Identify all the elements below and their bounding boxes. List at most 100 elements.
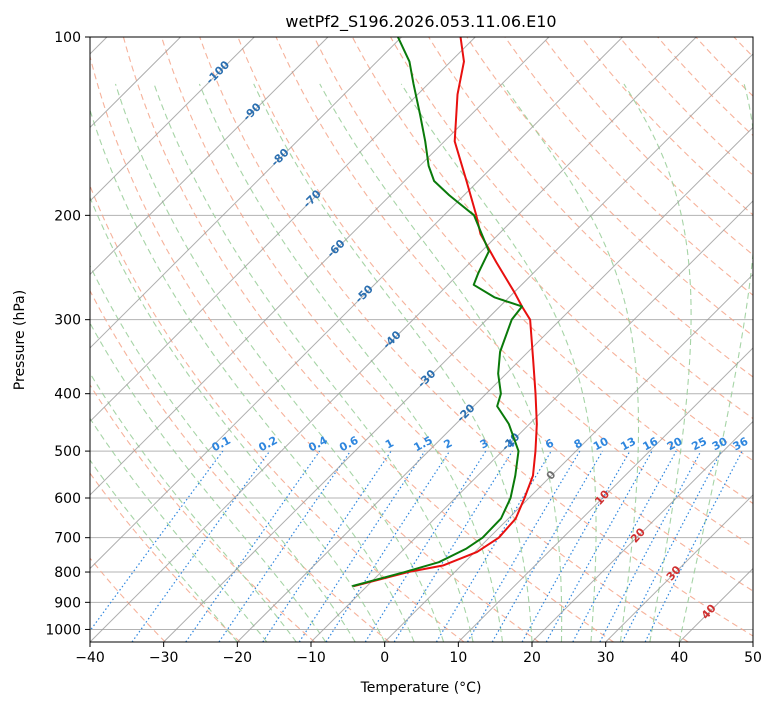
mixing-ratio-line — [572, 450, 677, 642]
y-tick-label: 700 — [54, 531, 81, 547]
x-tick-label: 40 — [670, 650, 688, 666]
dry-adiabat — [390, 37, 753, 420]
mixing-ratio-label: 13 — [618, 435, 638, 454]
y-tick-label: 900 — [54, 595, 81, 611]
x-tick-label: −30 — [149, 650, 179, 666]
moist-adiabat — [253, 83, 533, 642]
dry-adiabat — [90, 184, 465, 642]
dewpoint-profile-line — [352, 37, 523, 588]
x-tick-label: −40 — [75, 650, 105, 666]
x-tick-label: −20 — [223, 650, 253, 666]
plot-area — [90, 37, 753, 642]
x-tick-label: 0 — [380, 650, 389, 666]
dry-adiabat — [90, 54, 540, 642]
mixing-ratio-line — [491, 450, 604, 642]
moist-adiabat — [90, 417, 268, 642]
mixing-ratio-label: 30 — [710, 435, 730, 454]
mixing-ratio-label: 16 — [641, 435, 661, 454]
x-axis-ticks: −40 −30 −20 −10 0 10 20 30 40 50 — [75, 642, 762, 666]
mixing-ratio-lines — [90, 450, 743, 642]
chart-title: wetPf2_S196.2026.053.11.06.E10 — [285, 12, 556, 32]
dry-adiabat — [580, 37, 753, 216]
isotherm-line — [310, 200, 753, 642]
dry-adiabat — [313, 37, 753, 505]
x-tick-label: −10 — [296, 650, 326, 666]
x-tick-label: 20 — [523, 650, 541, 666]
y-tick-label: 400 — [54, 387, 81, 403]
moist-adiabat — [90, 196, 386, 642]
pressure-grid — [90, 37, 753, 630]
y-axis-label: Pressure (hPa) — [12, 290, 28, 390]
x-tick-label: 50 — [744, 650, 762, 666]
mixing-ratio-label: 25 — [689, 435, 709, 454]
moist-adiabat — [90, 372, 297, 642]
moist-adiabat — [319, 83, 563, 642]
y-tick-label: 800 — [54, 565, 81, 581]
y-tick-label: 100 — [54, 30, 81, 46]
mixing-ratio-line — [466, 450, 581, 642]
moist-adiabat — [90, 322, 327, 642]
y-tick-label: 600 — [54, 491, 81, 507]
moist-adiabat — [90, 108, 415, 642]
isotherm-line — [90, 37, 402, 349]
x-tick-label: 30 — [597, 650, 615, 666]
mixing-ratio-line — [364, 450, 487, 642]
isotherm-line — [90, 37, 329, 276]
moist-adiabat — [90, 459, 238, 642]
dry-adiabat — [351, 37, 753, 462]
moist-adiabat — [400, 83, 597, 642]
dry-adiabat — [504, 37, 753, 296]
moist-adiabat — [114, 83, 445, 642]
isotherm-line — [90, 37, 255, 202]
isotherm-line — [90, 37, 550, 496]
mixing-ratio-line — [218, 450, 351, 642]
mixing-ratio-label: 36 — [731, 435, 751, 454]
mixing-ratio-label: 20 — [665, 434, 685, 453]
dry-adiabat — [199, 37, 753, 637]
dry-adiabat — [122, 37, 614, 642]
dry-adiabat — [237, 37, 753, 592]
moist-adiabat — [198, 83, 504, 642]
plot-frame — [89, 36, 754, 643]
dry-adiabat — [90, 383, 316, 642]
mixing-ratio-line — [435, 450, 552, 642]
y-tick-label: 500 — [54, 444, 81, 460]
temperature-profile-line — [353, 37, 538, 588]
dry-adiabat — [90, 289, 390, 642]
moist-adiabat — [153, 83, 474, 642]
isotherm-line — [236, 126, 753, 642]
moist-adiabat — [623, 83, 692, 642]
isotherm-line — [163, 53, 753, 642]
dry-adiabat — [619, 37, 753, 176]
moist-adiabats — [90, 83, 753, 642]
isotherm-line — [90, 37, 476, 423]
dry-adiabat — [428, 37, 753, 378]
dry-adiabat — [275, 37, 753, 548]
x-axis-label: Temperature (°C) — [360, 680, 482, 696]
mixing-ratio-label: 10 — [591, 434, 611, 453]
y-tick-label: 1000 — [45, 622, 81, 638]
dry-adiabat — [161, 37, 689, 642]
y-axis-ticks: 100 200 300 400 500 600 700 800 900 1000 — [45, 30, 90, 638]
dry-adiabats — [90, 37, 753, 642]
isotherm-line — [457, 347, 753, 642]
dry-adiabat — [466, 37, 753, 337]
isotherms — [90, 37, 753, 642]
x-tick-label: 10 — [449, 650, 467, 666]
mixing-ratio-line — [131, 450, 271, 642]
mixing-ratio-line — [521, 450, 631, 642]
mixing-ratio-line — [325, 450, 451, 642]
moist-adiabat — [502, 83, 640, 642]
mixing-ratio-line — [393, 450, 513, 642]
profile-series — [352, 37, 538, 588]
isotherm-line — [90, 37, 697, 642]
isotherm-line — [605, 494, 753, 642]
mixing-ratio-line — [185, 450, 321, 642]
y-tick-label: 200 — [54, 208, 81, 224]
moist-adiabat — [678, 83, 753, 642]
y-tick-label: 300 — [54, 313, 81, 329]
isotherm-line — [531, 420, 753, 642]
isotherm-line — [90, 37, 623, 570]
isotherm-line — [384, 273, 753, 642]
